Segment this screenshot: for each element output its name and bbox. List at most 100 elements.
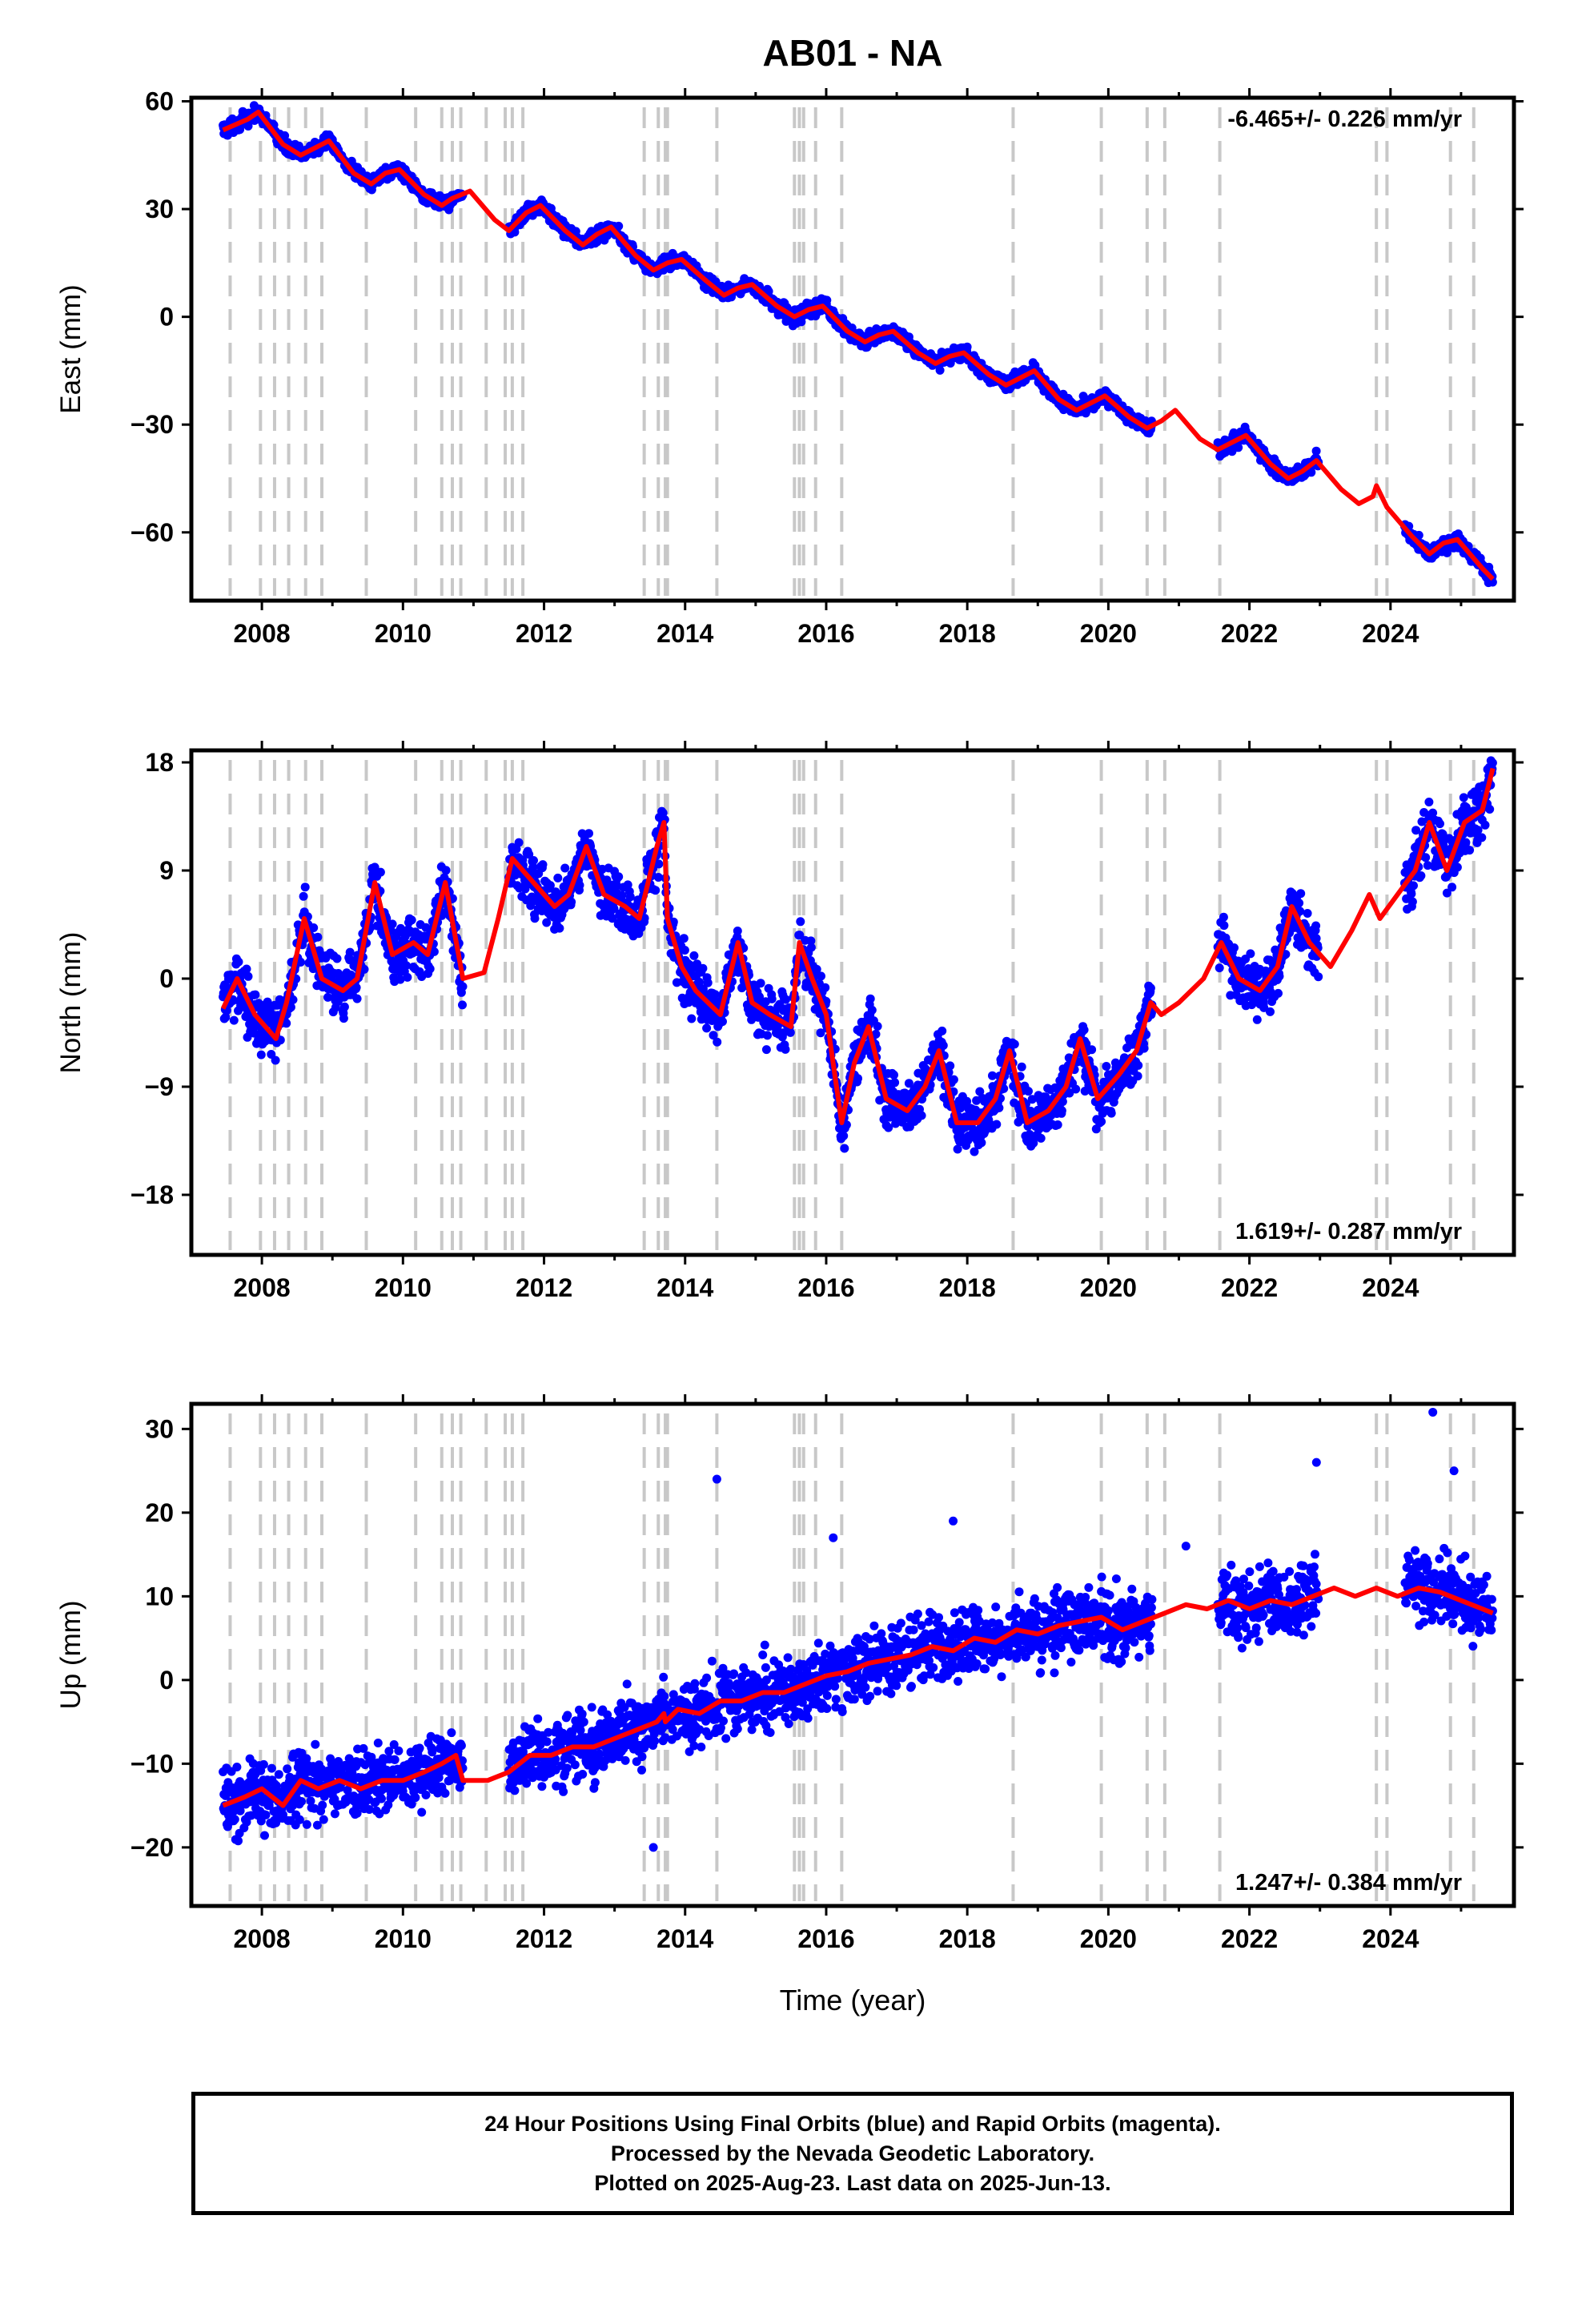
observation-point <box>1234 443 1243 452</box>
observation-point <box>689 951 699 960</box>
observation-point <box>221 1012 231 1022</box>
observation-point <box>812 964 821 974</box>
observation-point <box>271 1055 280 1065</box>
observation-point <box>458 982 468 991</box>
break-lines <box>228 760 1476 1250</box>
observation-point <box>781 1044 790 1054</box>
observation-point <box>651 886 661 895</box>
observation-point <box>530 914 540 923</box>
observation-point <box>687 1014 697 1023</box>
observation-point <box>614 221 624 231</box>
observation-point <box>545 881 555 891</box>
observation-point <box>763 1031 772 1040</box>
observation-point <box>375 867 385 877</box>
observation-point <box>1079 1025 1089 1035</box>
observation-point <box>396 975 405 984</box>
observation-point <box>710 990 720 999</box>
observation-point <box>407 915 416 925</box>
observation-point <box>1307 468 1316 477</box>
observation-point <box>679 934 689 943</box>
observation-point <box>313 932 323 942</box>
observation-point <box>761 1045 771 1055</box>
observation-point <box>1274 988 1283 998</box>
panel-frame <box>189 95 1516 603</box>
observation-point <box>713 1037 722 1047</box>
x-tick-label: 2024 <box>1362 619 1419 648</box>
observation-point <box>821 983 830 992</box>
observation-point <box>339 1002 349 1011</box>
observation-point <box>614 872 624 882</box>
observation-point <box>528 862 538 872</box>
observation-point <box>938 1026 947 1035</box>
observation-point <box>242 964 251 974</box>
observation-point <box>1246 949 1255 959</box>
observation-point <box>1102 1062 1111 1071</box>
observation-point <box>695 978 705 987</box>
observation-point <box>953 1144 962 1154</box>
x-tick-label: 2020 <box>1080 619 1137 648</box>
observation-point <box>309 923 319 932</box>
observation-point <box>1219 912 1228 922</box>
y-tick-label: 0 <box>159 303 174 332</box>
observation-point <box>840 1144 849 1153</box>
observation-point <box>839 1131 849 1140</box>
observation-point <box>352 994 362 1003</box>
observation-point <box>256 1050 266 1059</box>
observation-point <box>867 1005 877 1015</box>
observation-point <box>781 995 790 1004</box>
observation-point <box>938 1041 948 1050</box>
observation-point <box>702 1023 712 1033</box>
model-line <box>222 109 1495 581</box>
observation-point <box>339 1014 348 1023</box>
observation-point <box>853 1074 862 1084</box>
observation-point <box>733 927 742 935</box>
observation-point <box>865 994 875 1003</box>
observation-point <box>524 850 534 859</box>
observation-point <box>680 946 689 955</box>
x-tick-label: 2018 <box>939 619 996 648</box>
observation-point <box>889 1070 898 1080</box>
observation-point <box>1036 1133 1046 1143</box>
observation-point <box>296 958 305 967</box>
observation-point <box>351 983 361 992</box>
observation-point <box>653 873 663 882</box>
observation-point <box>935 365 945 375</box>
observation-points <box>219 756 1497 1156</box>
observation-point <box>1230 943 1239 952</box>
observation-point <box>575 880 584 890</box>
observation-point <box>755 992 764 1002</box>
observation-point <box>988 1071 997 1080</box>
x-tick-label: 2016 <box>797 619 854 648</box>
observation-point <box>617 891 627 900</box>
observation-point <box>822 296 832 305</box>
observation-point <box>282 1019 291 1028</box>
x-tick-label: 2008 <box>234 619 291 648</box>
observation-point <box>917 1111 926 1120</box>
observation-point <box>747 1015 757 1024</box>
observation-point <box>756 979 765 988</box>
break-lines <box>228 107 1476 596</box>
observation-point <box>884 1123 893 1132</box>
observation-point <box>654 859 664 869</box>
observation-point <box>560 863 570 873</box>
y-tick-label: −60 <box>130 518 174 547</box>
observation-point <box>977 1138 986 1148</box>
observation-point <box>280 131 290 140</box>
observation-point <box>806 943 816 952</box>
observation-point <box>1024 1087 1033 1096</box>
observation-point <box>300 883 310 892</box>
observation-point <box>553 873 563 883</box>
observation-point <box>890 1078 900 1088</box>
observation-points <box>219 101 1497 588</box>
observation-point <box>873 1022 882 1031</box>
observation-point <box>288 995 298 1004</box>
observation-point <box>841 1120 851 1130</box>
observation-point <box>816 1028 825 1038</box>
y-tick-label: 60 <box>145 86 174 115</box>
observation-point <box>514 838 524 847</box>
observation-point <box>609 904 619 914</box>
observation-point <box>992 1120 1002 1129</box>
observation-point <box>1017 1062 1026 1072</box>
observation-point <box>1266 1007 1275 1016</box>
